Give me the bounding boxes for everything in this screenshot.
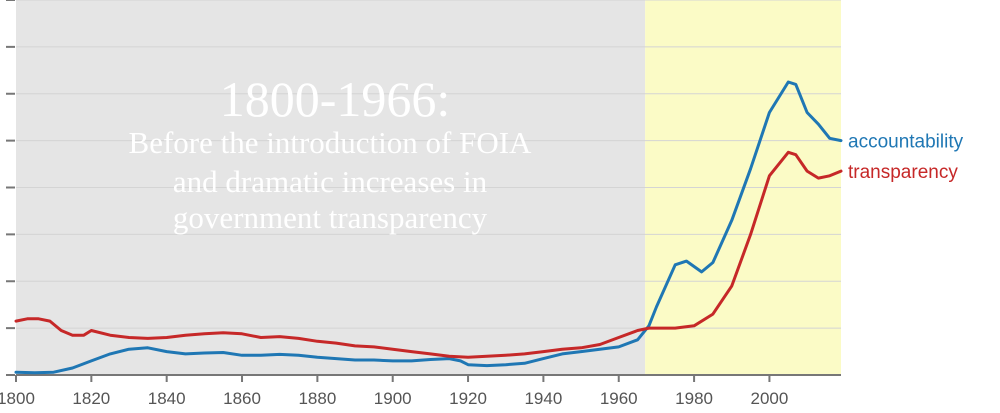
annotation-line: government transparency — [173, 200, 488, 235]
x-tick-label: 1840 — [148, 389, 186, 408]
x-tick-label: 1860 — [223, 389, 261, 408]
x-tick-label: 1920 — [449, 389, 487, 408]
series-label-accountability: accountability — [848, 132, 964, 153]
annotation-title: 1800-1966: — [220, 71, 451, 127]
annotation-line: and dramatic increases in — [173, 164, 488, 199]
series-label-transparency: transparency — [848, 162, 958, 183]
x-tick-label: 1800 — [0, 389, 35, 408]
series-lines — [14, 80, 843, 375]
grid-lines — [6, 0, 841, 376]
x-tick-label: 1980 — [675, 389, 713, 408]
x-tick-label: 1820 — [72, 389, 110, 408]
x-tick-label: 1880 — [298, 389, 336, 408]
x-tick-label: 2000 — [751, 389, 789, 408]
x-axis: 1800 1820 1840 1860 1880 1900 1920 1940 1960 1980… — [0, 374, 841, 408]
x-tick-label: 1960 — [600, 389, 638, 408]
series-line-transparency — [14, 150, 843, 359]
series-line-accountability — [14, 80, 843, 375]
period-annotation: 1800-1966: Before the introduction of FO… — [129, 71, 533, 235]
series-labels: accountability transparency — [848, 132, 964, 183]
annotation-line: Before the introduction of FOIA — [129, 125, 533, 160]
x-tick-label: 1940 — [524, 389, 562, 408]
x-tick-label: 1900 — [374, 389, 412, 408]
